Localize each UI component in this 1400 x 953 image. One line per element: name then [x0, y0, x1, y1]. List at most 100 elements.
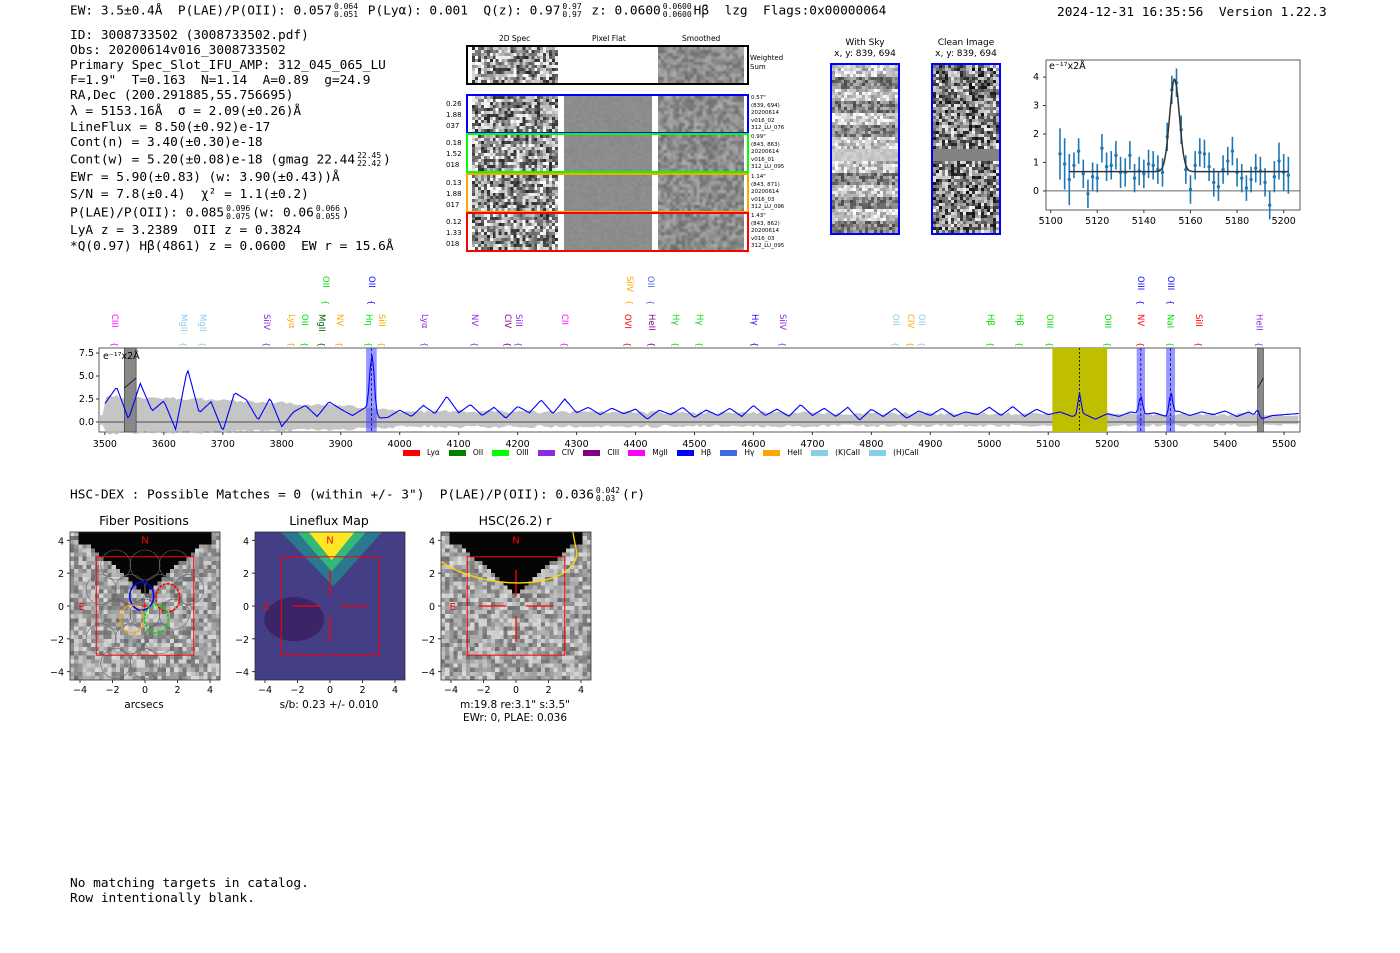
legend-item: CIV — [537, 448, 574, 457]
y-tick-label: 2 — [58, 569, 64, 580]
line-label-bracket: { — [647, 342, 656, 347]
data-point — [1212, 180, 1216, 185]
aperture-box — [466, 556, 566, 656]
smooth-image — [658, 135, 744, 171]
east-label: E — [449, 602, 455, 613]
y-tick-label: 2 — [243, 569, 249, 580]
fiber-outline — [115, 623, 146, 655]
hsc-r-panel: N E 4 2 0 −2 −4 −4 −2 0 2 4 — [411, 530, 596, 698]
masked-band — [124, 347, 137, 433]
north-label: N — [141, 536, 148, 547]
line-label-text: CIV — [905, 314, 915, 328]
spec-image — [472, 214, 558, 250]
east-label: E — [263, 602, 269, 613]
line-label: NV — [334, 314, 344, 326]
data-point — [1062, 162, 1067, 166]
y-tick-label: 4 — [243, 536, 249, 547]
fiber-row-3 — [466, 173, 749, 213]
line-label: SiIV — [624, 276, 634, 292]
smooth-image — [658, 96, 744, 132]
y-tick-label: 3 — [1033, 101, 1039, 112]
line-label: HeII — [1253, 314, 1263, 331]
info-radec: RA,Dec (200.291885,55.756695) — [70, 88, 294, 103]
line-label: HeII — [646, 314, 656, 331]
legend-label: MgII — [652, 448, 668, 457]
line-label: Hβ — [985, 314, 995, 326]
x-tick-label: 5160 — [1178, 216, 1202, 227]
y-tick-label: 7.5 — [79, 348, 94, 359]
line-label: Lyα — [419, 314, 429, 329]
y-tick-label: −4 — [421, 668, 435, 679]
line-label: NV — [1135, 314, 1145, 326]
hsc-r-title: HSC(26.2) r — [478, 513, 552, 528]
fiber-row-stats: 0.18 1.52 018 — [446, 139, 462, 169]
data-point — [1067, 177, 1072, 182]
line-label-text: NV — [1135, 314, 1145, 326]
line-label-text: Lyα — [286, 314, 296, 329]
data-point — [1109, 163, 1113, 168]
y-tick-label: −2 — [50, 635, 64, 646]
data-point — [1100, 146, 1104, 150]
legend-swatch — [537, 449, 555, 456]
line-label-bracket: { — [986, 342, 995, 347]
blank-row-message: Row intentionally blank. — [70, 891, 255, 906]
line-label-bracket: { — [1015, 342, 1024, 347]
x-tick-label: −2 — [105, 685, 119, 696]
line-label-text: SiIV — [261, 314, 271, 330]
panel-frame — [440, 531, 592, 681]
info-primary: Primary Spec_Slot_IFU_AMP: 312_045_065_L… — [70, 58, 386, 73]
fiber-row-1 — [466, 94, 749, 134]
x-tick-label: −2 — [476, 685, 490, 696]
fiber-row-2 — [466, 133, 749, 173]
flags: Flags:0x00000064 — [763, 3, 887, 19]
data-point — [1230, 149, 1235, 153]
legend-item: Lyα — [403, 448, 440, 457]
y-tick-label: 0 — [429, 602, 435, 613]
legend-label: Hβ — [700, 448, 712, 457]
fiber-circle — [154, 583, 181, 613]
line-label: OIII — [1044, 314, 1054, 328]
data-point — [1249, 177, 1253, 182]
fiber-outline — [129, 648, 161, 679]
y-tick-label: 2.5 — [79, 394, 94, 405]
line-label-text: OII — [366, 276, 376, 288]
line-label-text: OIII — [1044, 314, 1054, 328]
spectrum-legend: Lyα OII OIII CIV CIII MgII Hβ Hγ HeII (K)CaII (H)C… — [403, 448, 919, 457]
lineflux-map-panel: N E 4 2 0 −2 −4 −4 −2 0 2 4 — [225, 530, 410, 698]
data-point — [1198, 150, 1202, 155]
data-point — [1188, 187, 1193, 192]
data-point — [1244, 186, 1249, 190]
line-label-text: SiIV — [777, 314, 787, 330]
y-unit-label: e⁻¹⁷x2Å — [1049, 60, 1086, 72]
line-label-bracket: { — [321, 300, 330, 305]
line-label-bracket: { — [287, 342, 296, 347]
legend-item: (K)CaII — [811, 448, 860, 457]
data-point — [1286, 173, 1291, 177]
smooth-image — [658, 175, 744, 211]
col-title-pixel-flat: Pixel Flat — [592, 34, 626, 43]
line-label-bracket: { — [1165, 342, 1174, 347]
legend-item: MgII — [628, 448, 668, 457]
y-tick-label: 4 — [58, 536, 64, 547]
line-label-bracket: { — [906, 342, 915, 347]
line-label-text: Hγ — [670, 314, 680, 325]
line-label-bracket: { — [179, 342, 188, 347]
line-label-text: HeII — [646, 314, 656, 331]
panel-overlay: N E 4 2 0 −2 −4 −4 −2 0 2 4 — [421, 531, 592, 696]
line-label: OIII — [1135, 276, 1145, 290]
y-tick-label: −4 — [235, 668, 249, 679]
line-label-text: MgII — [178, 314, 188, 332]
line-label-bracket: { — [262, 342, 271, 347]
info-obs: Obs: 20200614v016_3008733502 — [70, 43, 286, 58]
line-label: OII — [299, 314, 309, 326]
col-title-2d-spec: 2D Spec — [499, 34, 531, 43]
fiber-circle — [119, 604, 145, 634]
line-label: SiIV — [777, 314, 787, 330]
line-label: MgII — [178, 314, 188, 332]
line-label: OII — [366, 276, 376, 288]
line-label-bracket: { — [110, 342, 119, 347]
line-label-bracket: { — [623, 342, 632, 347]
fiber-outline — [85, 574, 117, 605]
east-label: E — [78, 602, 84, 613]
data-point — [1240, 176, 1244, 180]
